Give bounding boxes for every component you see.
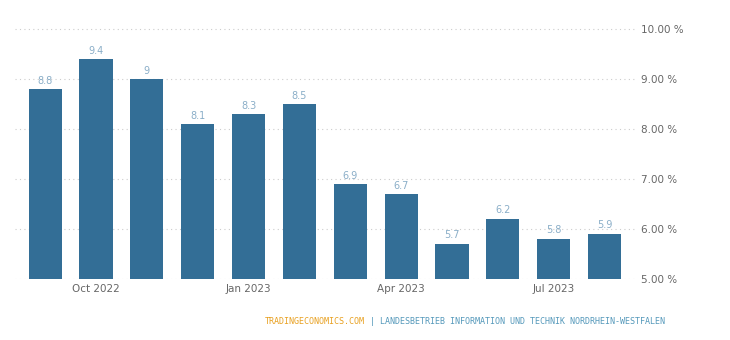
Bar bbox=[537, 239, 570, 279]
Text: 6.7: 6.7 bbox=[393, 181, 409, 190]
Text: 5.8: 5.8 bbox=[546, 225, 561, 235]
Bar bbox=[283, 104, 316, 279]
Bar bbox=[80, 59, 112, 279]
Bar bbox=[486, 219, 519, 279]
Text: 9: 9 bbox=[144, 66, 150, 76]
Text: | LANDESBETRIEB INFORMATION UND TECHNIK NORDRHEIN-WESTFALEN: | LANDESBETRIEB INFORMATION UND TECHNIK … bbox=[365, 318, 665, 326]
Text: 5.7: 5.7 bbox=[445, 231, 460, 240]
Text: 8.8: 8.8 bbox=[37, 76, 53, 86]
Bar bbox=[385, 194, 418, 279]
Bar bbox=[131, 79, 164, 279]
Text: 8.3: 8.3 bbox=[241, 101, 256, 111]
Text: 5.9: 5.9 bbox=[597, 220, 612, 231]
Bar bbox=[334, 184, 366, 279]
Text: 8.1: 8.1 bbox=[190, 111, 205, 121]
Text: 9.4: 9.4 bbox=[88, 46, 104, 56]
Text: TRADINGECONOMICS.COM: TRADINGECONOMICS.COM bbox=[265, 318, 365, 326]
Text: 6.9: 6.9 bbox=[342, 171, 358, 181]
Bar bbox=[181, 124, 214, 279]
Bar bbox=[232, 114, 265, 279]
Text: 8.5: 8.5 bbox=[292, 91, 307, 101]
Bar bbox=[28, 89, 61, 279]
Bar bbox=[588, 234, 621, 279]
Text: 6.2: 6.2 bbox=[495, 205, 510, 216]
Bar bbox=[436, 244, 469, 279]
